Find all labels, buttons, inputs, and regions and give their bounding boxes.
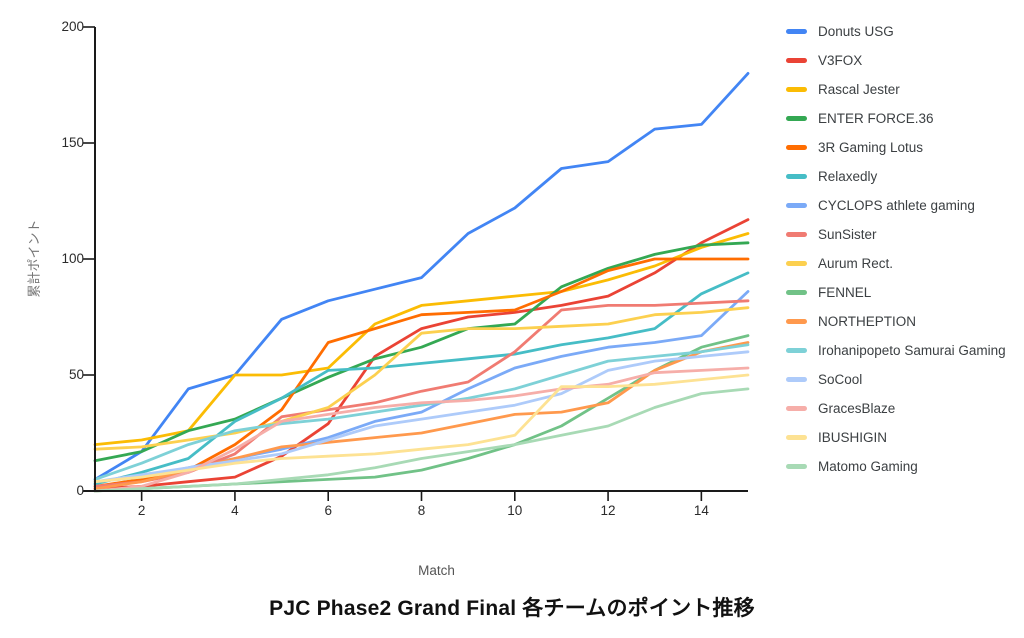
x-tick-label: 2 [137,503,146,518]
legend-swatch [786,29,807,34]
legend-label: GracesBlaze [818,401,896,416]
legend-swatch [786,377,807,382]
legend-label: Donuts USG [818,24,894,39]
legend-item: ENTER FORCE.36 [786,109,1022,128]
legend-swatch [786,290,807,295]
legend-label: 3R Gaming Lotus [818,140,924,155]
series-line [93,343,750,481]
legend-swatch [786,232,807,237]
legend-item: 3R Gaming Lotus [786,138,1022,157]
legend-item: IBUSHIGIN [786,428,1022,447]
x-tick-label: 8 [417,503,426,518]
legend-label: Rascal Jester [818,82,900,97]
legend-swatch [786,203,807,208]
legend-swatch [786,319,807,324]
legend-item: FENNEL [786,283,1022,302]
legend-swatch [786,406,807,411]
legend-item: V3FOX [786,51,1022,70]
legend-label: Irohanipopeto Samurai Gaming [818,343,1006,358]
legend-label: ENTER FORCE.36 [818,111,934,126]
chart-title: PJC Phase2 Grand Final 各チームのポイント推移 [269,597,755,620]
legend-label: V3FOX [818,53,863,68]
legend-swatch [786,435,807,440]
legend: Donuts USG V3FOX Rascal Jester ENTER FORCE.… [786,22,1022,486]
legend-item: GracesBlaze [786,399,1022,418]
series-line [93,271,750,486]
y-tick-label: 100 [61,251,84,266]
series-line [93,306,750,451]
y-tick-label: 50 [68,367,84,382]
y-tick-label: 200 [61,19,84,34]
legend-label: NORTHEPTION [818,314,917,329]
x-tick-label: 4 [231,503,239,518]
legend-item: Relaxedly [786,167,1022,186]
legend-label: Relaxedly [818,169,878,184]
legend-swatch [786,58,807,63]
series-line [93,232,750,447]
legend-swatch [786,261,807,266]
legend-label: IBUSHIGIN [818,430,888,445]
series-line [93,72,750,481]
x-tick-label: 10 [507,503,523,518]
series-line [93,257,750,488]
series-line [93,373,750,484]
legend-item: NORTHEPTION [786,312,1022,331]
legend-item: Aurum Rect. [786,254,1022,273]
legend-item: CYCLOPS athlete gaming [786,196,1022,215]
legend-swatch [786,174,807,179]
x-axis-title: Match [418,563,455,578]
y-tick-label: 0 [76,483,84,498]
legend-item: SoCool [786,370,1022,389]
legend-label: SunSister [818,227,877,242]
x-tick-label: 14 [693,503,709,518]
legend-label: CYCLOPS athlete gaming [818,198,975,213]
legend-item: Irohanipopeto Samurai Gaming [786,341,1022,360]
legend-label: Aurum Rect. [818,256,894,271]
legend-swatch [786,116,807,121]
series-line [93,218,750,491]
legend-swatch [786,348,807,353]
legend-label: Matomo Gaming [818,459,918,474]
series-line [93,387,750,493]
series-line [93,241,750,463]
series-line [93,350,750,484]
legend-swatch [786,464,807,469]
legend-item: SunSister [786,225,1022,244]
x-tick-label: 6 [324,503,332,518]
legend-label: SoCool [818,372,863,387]
legend-item: Matomo Gaming [786,457,1022,476]
legend-label: FENNEL [818,285,872,300]
legend-item: Donuts USG [786,22,1022,41]
x-tick-label: 12 [600,503,616,518]
legend-swatch [786,145,807,150]
series-line [93,366,750,493]
legend-item: Rascal Jester [786,80,1022,99]
legend-swatch [786,87,807,92]
y-tick-label: 150 [61,135,84,150]
